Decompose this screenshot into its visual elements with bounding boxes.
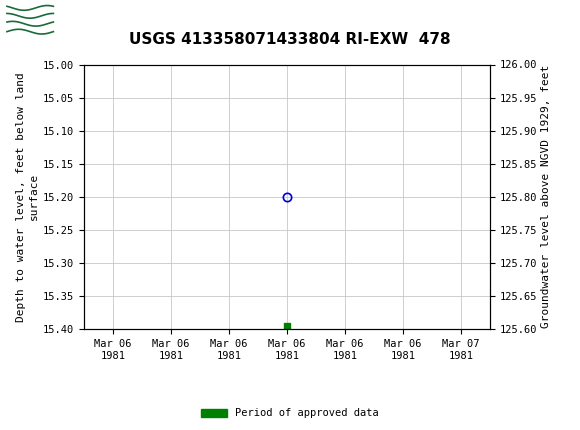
Y-axis label: Depth to water level, feet below land
surface: Depth to water level, feet below land su… <box>16 72 39 322</box>
Y-axis label: Groundwater level above NGVD 1929, feet: Groundwater level above NGVD 1929, feet <box>542 65 552 329</box>
Text: USGS 413358071433804 RI-EXW  478: USGS 413358071433804 RI-EXW 478 <box>129 32 451 47</box>
Legend: Period of approved data: Period of approved data <box>197 404 383 423</box>
Text: USGS: USGS <box>61 10 121 29</box>
Bar <box>5 3 57 37</box>
